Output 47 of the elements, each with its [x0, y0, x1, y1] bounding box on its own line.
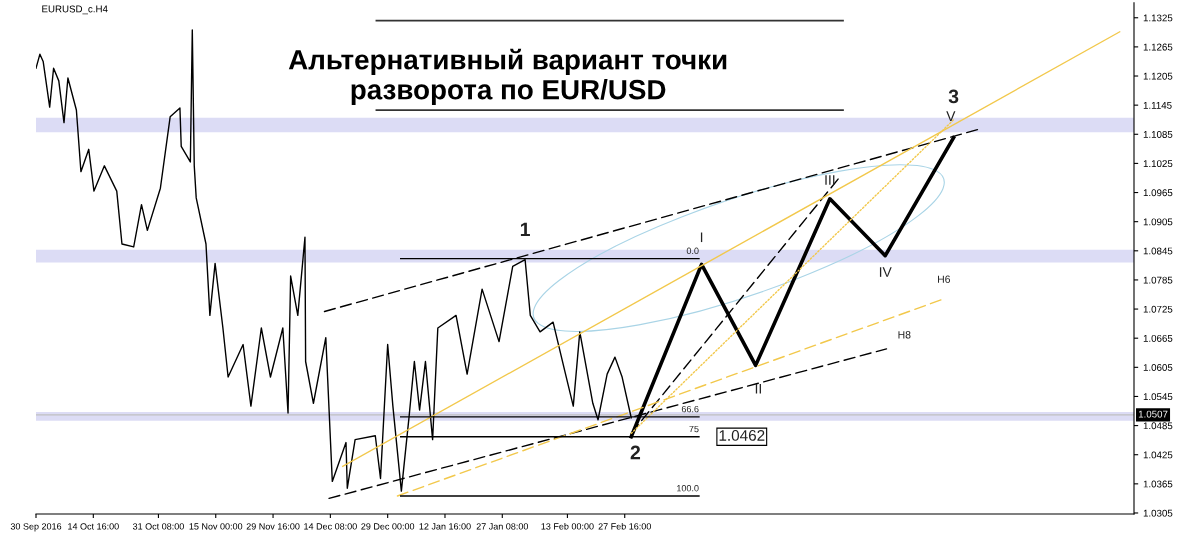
annotation: 66.6 — [681, 405, 699, 413]
text: Альтернативный вариант точки разворота по EUR/USD — [288, 48, 727, 106]
annotation: 3 — [948, 89, 959, 104]
y-tick-label: 1.1145 — [1143, 101, 1172, 109]
y-tick-label: 1.1025 — [1143, 160, 1173, 168]
y-tick-label: 1.1205 — [1143, 72, 1173, 80]
annotation: 1.0462 — [719, 430, 765, 441]
x-tick-label: 30 Sep 2016 — [10, 523, 62, 532]
y-tick-label: 1.0605 — [1143, 364, 1173, 371]
x-tick-label: 27 Jan 08:00 — [476, 523, 529, 530]
x-tick-label: 31 Oct 08:00 — [132, 523, 184, 530]
annotation: 1 — [520, 222, 530, 237]
y-tick-label: 1.0545 — [1143, 393, 1173, 401]
annotation: 75 — [689, 425, 699, 433]
annotation: 0.0 — [686, 247, 699, 255]
x-tick-label: 27 Feb 16:00 — [598, 522, 651, 530]
y-tick-label: 1.0725 — [1143, 305, 1173, 313]
annotation: 100.0 — [677, 485, 699, 492]
x-tick-label: 29 Dec 00:00 — [361, 523, 415, 530]
y-tick-label: 1.1265 — [1143, 43, 1173, 51]
annotation: I — [700, 232, 703, 243]
annotation: 2 — [630, 445, 641, 460]
y-tick-label: 1.0845 — [1143, 247, 1173, 255]
y-tick-label: 1.0365 — [1143, 480, 1173, 488]
annotation: EURUSD_c.H4 — [42, 5, 108, 15]
annotation: IV — [879, 267, 892, 277]
x-tick-label: 15 Nov 00:00 — [189, 523, 243, 530]
y-tick-label: 1.0785 — [1143, 276, 1173, 284]
x-tick-label: 29 Nov 16:00 — [246, 523, 300, 530]
y-tick-label: 1.0665 — [1143, 334, 1173, 342]
x-tick-label: 12 Jan 16:00 — [419, 523, 471, 530]
annotation: III — [825, 175, 835, 185]
y-tick-label: 1.0485 — [1143, 422, 1173, 430]
x-tick-label: 14 Dec 08:00 — [304, 523, 357, 530]
annotation: H6 — [938, 275, 951, 283]
y-tick-label: 1.0965 — [1143, 189, 1173, 197]
x-tick-label: 14 Oct 16:00 — [68, 523, 119, 530]
x-tick-label: 13 Feb 00:00 — [541, 522, 594, 530]
y-tick-label: 1.0305 — [1143, 509, 1173, 517]
annotation: V — [946, 111, 956, 121]
y-tick-label: 1.1325 — [1143, 14, 1173, 22]
ref-line-label: 1.0507 — [1138, 410, 1168, 418]
y-tick-label: 1.0425 — [1143, 451, 1173, 459]
y-tick-label: 1.0905 — [1143, 218, 1173, 226]
annotation: II — [755, 383, 761, 394]
annotation: H8 — [898, 331, 911, 339]
y-tick-label: 1.1085 — [1143, 131, 1173, 138]
